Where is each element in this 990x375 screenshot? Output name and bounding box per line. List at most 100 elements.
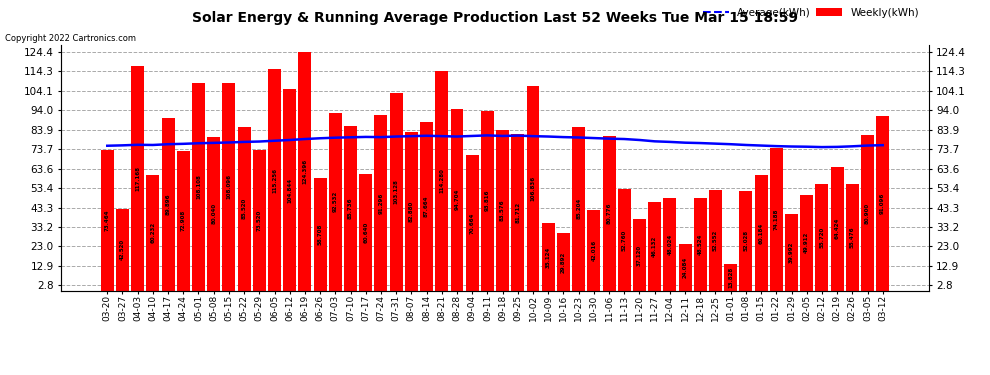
Bar — [161, 118, 174, 291]
Bar — [283, 89, 296, 291]
Bar — [800, 195, 813, 291]
Bar — [542, 223, 554, 291]
Text: 49.912: 49.912 — [804, 232, 809, 254]
Bar — [436, 71, 448, 291]
Bar — [314, 178, 327, 291]
Text: 42.520: 42.520 — [120, 239, 125, 260]
Text: Solar Energy & Running Average Production Last 52 Weeks Tue Mar 15 18:59: Solar Energy & Running Average Productio… — [192, 11, 798, 25]
Bar — [633, 219, 645, 291]
Bar — [177, 151, 190, 291]
Text: 108.108: 108.108 — [196, 174, 201, 200]
Bar — [329, 113, 342, 291]
Bar — [116, 209, 129, 291]
Bar — [648, 202, 661, 291]
Bar — [147, 175, 159, 291]
Bar — [512, 134, 525, 291]
Text: 93.816: 93.816 — [485, 190, 490, 211]
Bar — [678, 244, 692, 291]
Text: 104.844: 104.844 — [287, 177, 292, 203]
Bar — [816, 184, 829, 291]
Bar — [587, 210, 600, 291]
Text: 46.132: 46.132 — [652, 236, 657, 257]
Text: 48.524: 48.524 — [698, 233, 703, 255]
Text: 24.084: 24.084 — [682, 257, 688, 278]
Bar — [618, 189, 631, 291]
Text: 108.096: 108.096 — [227, 174, 232, 200]
Text: 55.476: 55.476 — [849, 226, 854, 248]
Text: 91.296: 91.296 — [378, 192, 383, 214]
Bar — [420, 122, 433, 291]
Bar — [603, 136, 616, 291]
Text: 52.028: 52.028 — [743, 230, 748, 251]
Bar — [132, 66, 145, 291]
Text: 58.708: 58.708 — [318, 224, 323, 245]
Bar — [359, 174, 372, 291]
Text: 52.760: 52.760 — [622, 230, 627, 251]
Text: 29.892: 29.892 — [561, 251, 566, 273]
Bar — [709, 190, 722, 291]
Text: 60.184: 60.184 — [758, 222, 763, 243]
Bar — [192, 83, 205, 291]
Bar — [252, 150, 265, 291]
Bar — [770, 148, 783, 291]
Text: 92.532: 92.532 — [333, 191, 338, 213]
Bar — [557, 233, 570, 291]
Text: 39.992: 39.992 — [789, 242, 794, 263]
Text: 106.836: 106.836 — [531, 176, 536, 201]
Bar — [298, 52, 312, 291]
Bar — [876, 116, 889, 291]
Bar — [725, 264, 738, 291]
Bar — [785, 214, 798, 291]
Text: 70.664: 70.664 — [469, 212, 474, 234]
Text: 117.168: 117.168 — [136, 166, 141, 191]
Text: 94.704: 94.704 — [454, 189, 459, 210]
Text: 80.900: 80.900 — [865, 202, 870, 223]
Text: 73.520: 73.520 — [256, 210, 261, 231]
Text: 72.908: 72.908 — [181, 210, 186, 231]
Text: 83.576: 83.576 — [500, 200, 505, 221]
Bar — [345, 126, 357, 291]
Bar — [238, 126, 250, 291]
Bar — [268, 69, 281, 291]
Text: 115.256: 115.256 — [272, 168, 277, 192]
Bar — [740, 191, 752, 291]
Text: 74.188: 74.188 — [774, 209, 779, 230]
Bar — [572, 127, 585, 291]
Text: 37.120: 37.120 — [637, 244, 642, 266]
Bar — [754, 175, 767, 291]
Text: 35.124: 35.124 — [545, 246, 550, 267]
Bar — [450, 109, 463, 291]
Text: 87.664: 87.664 — [424, 196, 429, 217]
Bar — [390, 93, 403, 291]
Text: 60.640: 60.640 — [363, 222, 368, 243]
Bar — [465, 155, 478, 291]
Bar — [527, 86, 540, 291]
Text: 48.024: 48.024 — [667, 234, 672, 255]
Bar — [481, 111, 494, 291]
Text: 55.720: 55.720 — [820, 226, 825, 248]
Text: 60.232: 60.232 — [150, 222, 155, 243]
Text: 52.552: 52.552 — [713, 230, 718, 251]
Text: 85.520: 85.520 — [242, 198, 247, 219]
Legend: Average(kWh), Weekly(kWh): Average(kWh), Weekly(kWh) — [699, 3, 924, 22]
Text: 80.040: 80.040 — [211, 203, 216, 224]
Bar — [374, 116, 387, 291]
Bar — [831, 167, 843, 291]
Bar — [694, 198, 707, 291]
Text: Copyright 2022 Cartronics.com: Copyright 2022 Cartronics.com — [5, 34, 136, 43]
Text: 124.396: 124.396 — [302, 159, 308, 184]
Text: 85.204: 85.204 — [576, 198, 581, 219]
Text: 89.896: 89.896 — [165, 194, 170, 215]
Text: 13.828: 13.828 — [729, 267, 734, 288]
Bar — [496, 130, 509, 291]
Text: 81.712: 81.712 — [516, 202, 521, 223]
Text: 85.736: 85.736 — [348, 198, 353, 219]
Bar — [207, 137, 220, 291]
Bar — [845, 184, 858, 291]
Text: 80.776: 80.776 — [607, 202, 612, 224]
Bar — [861, 135, 874, 291]
Text: 73.464: 73.464 — [105, 209, 110, 231]
Text: 103.128: 103.128 — [394, 179, 399, 204]
Text: 82.880: 82.880 — [409, 201, 414, 222]
Text: 64.424: 64.424 — [835, 218, 840, 240]
